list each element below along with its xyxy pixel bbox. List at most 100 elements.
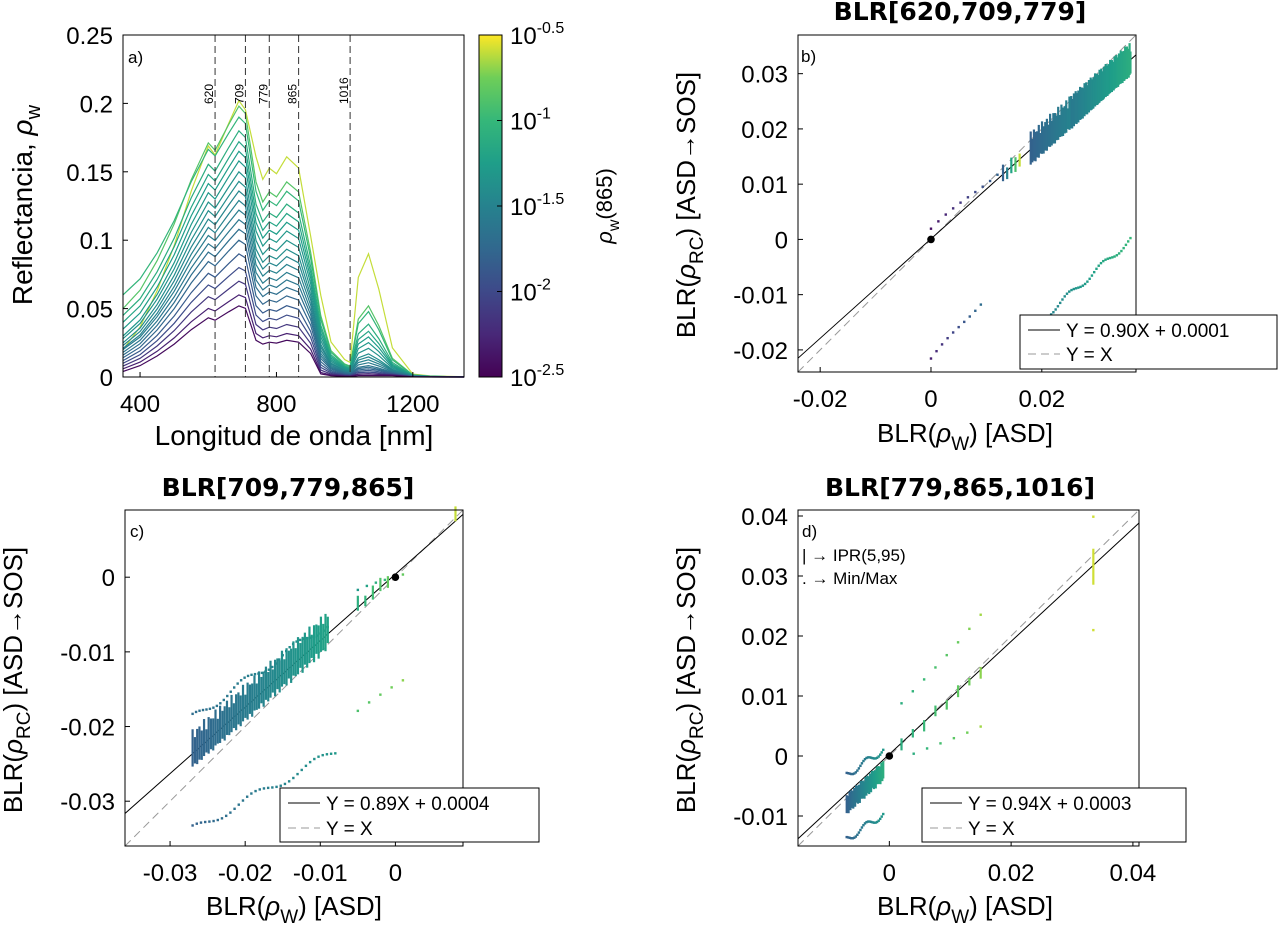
minmax-dot: [1072, 287, 1075, 291]
band-label: 709: [232, 84, 246, 104]
minmax-dot: [1074, 287, 1078, 290]
minmax-dot: [912, 752, 915, 755]
minmax-dot: [939, 742, 942, 745]
minmax-dot: [275, 785, 278, 789]
y-tick-label: 0: [775, 227, 788, 254]
minmax-dot: [996, 173, 999, 176]
legend-box: [1019, 314, 1278, 370]
minmax-dot: [260, 671, 264, 675]
x-tick-label: 0.02: [1018, 386, 1065, 413]
y-tick-label: 0.15: [66, 160, 113, 187]
minmax-dot: [845, 771, 848, 775]
y-tick-label: 0: [775, 744, 788, 771]
colorbar-tick-label: 10-2: [510, 277, 551, 307]
minmax-dot: [848, 772, 851, 775]
minmax-dot: [1061, 298, 1064, 301]
colorbar-tick-label: 10-1: [510, 106, 551, 136]
y-tick-label: 0.01: [741, 172, 788, 199]
spectrum-line: [122, 116, 465, 378]
spectrum-line: [122, 180, 465, 378]
scatter-panel-c: BLR[709,779,865] -0.03 -0.02 -0.01 0-0.03-0…: [0, 473, 540, 928]
x-tick-label: 1200: [386, 391, 439, 418]
minmax-dot: [215, 704, 219, 708]
minmax-dot: [1068, 290, 1071, 293]
panel-d-plot: [797, 509, 1140, 847]
y-tick-label: 0.01: [741, 684, 788, 711]
spectrum-line: [122, 280, 464, 378]
minmax-dot: [963, 320, 966, 324]
minmax-dot: [1083, 282, 1087, 286]
minmax-dot: [1095, 267, 1098, 270]
panel-c-ticks: -0.03 -0.02 -0.01 0 -0.03 -0.02 -0.01 0: [60, 565, 402, 887]
panel-label-b: b): [801, 47, 816, 66]
x-tick-label: 0.02: [988, 860, 1035, 887]
y-tick-label: -0.02: [60, 715, 115, 742]
x-tick-label: -0.02: [793, 386, 848, 413]
minmax-dot: [237, 803, 240, 806]
minmax-dot: [1079, 285, 1082, 289]
spectrum-line: [122, 266, 465, 378]
minmax-dot: [191, 712, 194, 716]
minmax-dot: [1099, 261, 1103, 265]
minmax-dot: [880, 751, 883, 754]
minmax-dot: [390, 686, 393, 689]
minmax-dot: [981, 185, 984, 188]
y-tick-label: 0.02: [741, 117, 788, 144]
minmax-dot: [194, 710, 198, 714]
panel-c-axes-frame: [124, 509, 464, 847]
minmax-dot: [208, 707, 212, 711]
minmax-dot: [853, 836, 856, 839]
minmax-dot: [974, 190, 977, 194]
minmax-dot: [879, 753, 882, 756]
panel-c-legend: Y = 0.89X + 0.0004 Y = X: [279, 787, 540, 843]
fit-legend-label: Y = 0.94X + 0.0003: [968, 794, 1131, 815]
identity-line: [124, 509, 464, 847]
minmax-dot: [356, 709, 360, 713]
legend-box: [279, 787, 540, 843]
minmax-dot: [203, 820, 207, 824]
panel-b-axes-frame: [797, 34, 1137, 373]
minmax-dot: [865, 756, 868, 760]
minmax-dot: [283, 782, 287, 786]
x-tick-label: 800: [256, 391, 296, 418]
minmax-dot: [862, 824, 865, 827]
minmax-dot: [1070, 288, 1073, 292]
minmax-dot: [1108, 256, 1112, 260]
minmax-dot: [1077, 286, 1080, 289]
spectrum-line: [122, 105, 465, 378]
minmax-dot: [300, 768, 303, 772]
spectra-y-axis-label: Reflectancia, ρw: [7, 104, 45, 305]
minmax-dot: [951, 207, 955, 210]
spectrum-line: [122, 150, 465, 378]
minmax-dot: [1104, 258, 1107, 261]
minmax-dot: [882, 748, 885, 752]
minmax-dot: [1056, 305, 1060, 308]
y-tick-label: 0.05: [66, 297, 113, 324]
minmax-dot: [868, 756, 871, 759]
minmax-dot: [988, 179, 992, 183]
minmax-dot: [851, 772, 855, 776]
scatter-panel-d: BLR[779,865,1016] 0 0.02 0.04 -0.01 0 0.01 0.0…: [671, 473, 1187, 928]
minmax-dot: [1115, 254, 1119, 257]
minmax-dot: [880, 815, 883, 818]
minmax-dot: [979, 613, 982, 616]
panel-c-y-axis-label: BLR(ρRC) [ASD→SOS]: [0, 547, 35, 813]
minmax-dot: [879, 817, 882, 821]
minmax-dot: [1092, 515, 1095, 518]
minmax-dot: [847, 771, 850, 775]
minmax-dot: [199, 821, 203, 824]
panel-label-a: a): [128, 48, 143, 67]
minmax-dot: [250, 792, 253, 795]
minmax-dot: [374, 581, 378, 584]
minmax-dot: [195, 822, 198, 825]
minmax-dot: [935, 349, 938, 353]
minmax-dot: [959, 201, 962, 204]
minmax-dot: [856, 833, 859, 836]
minmax-dot: [246, 674, 250, 678]
minmax-dot: [219, 702, 222, 705]
spectrum-line: [122, 199, 465, 378]
panel-c-x-axis-label: BLR(ρW) [ASD]: [206, 891, 382, 928]
minmax-dot: [191, 824, 194, 827]
minmax-dot: [929, 227, 933, 230]
minmax-dot: [1122, 246, 1125, 250]
